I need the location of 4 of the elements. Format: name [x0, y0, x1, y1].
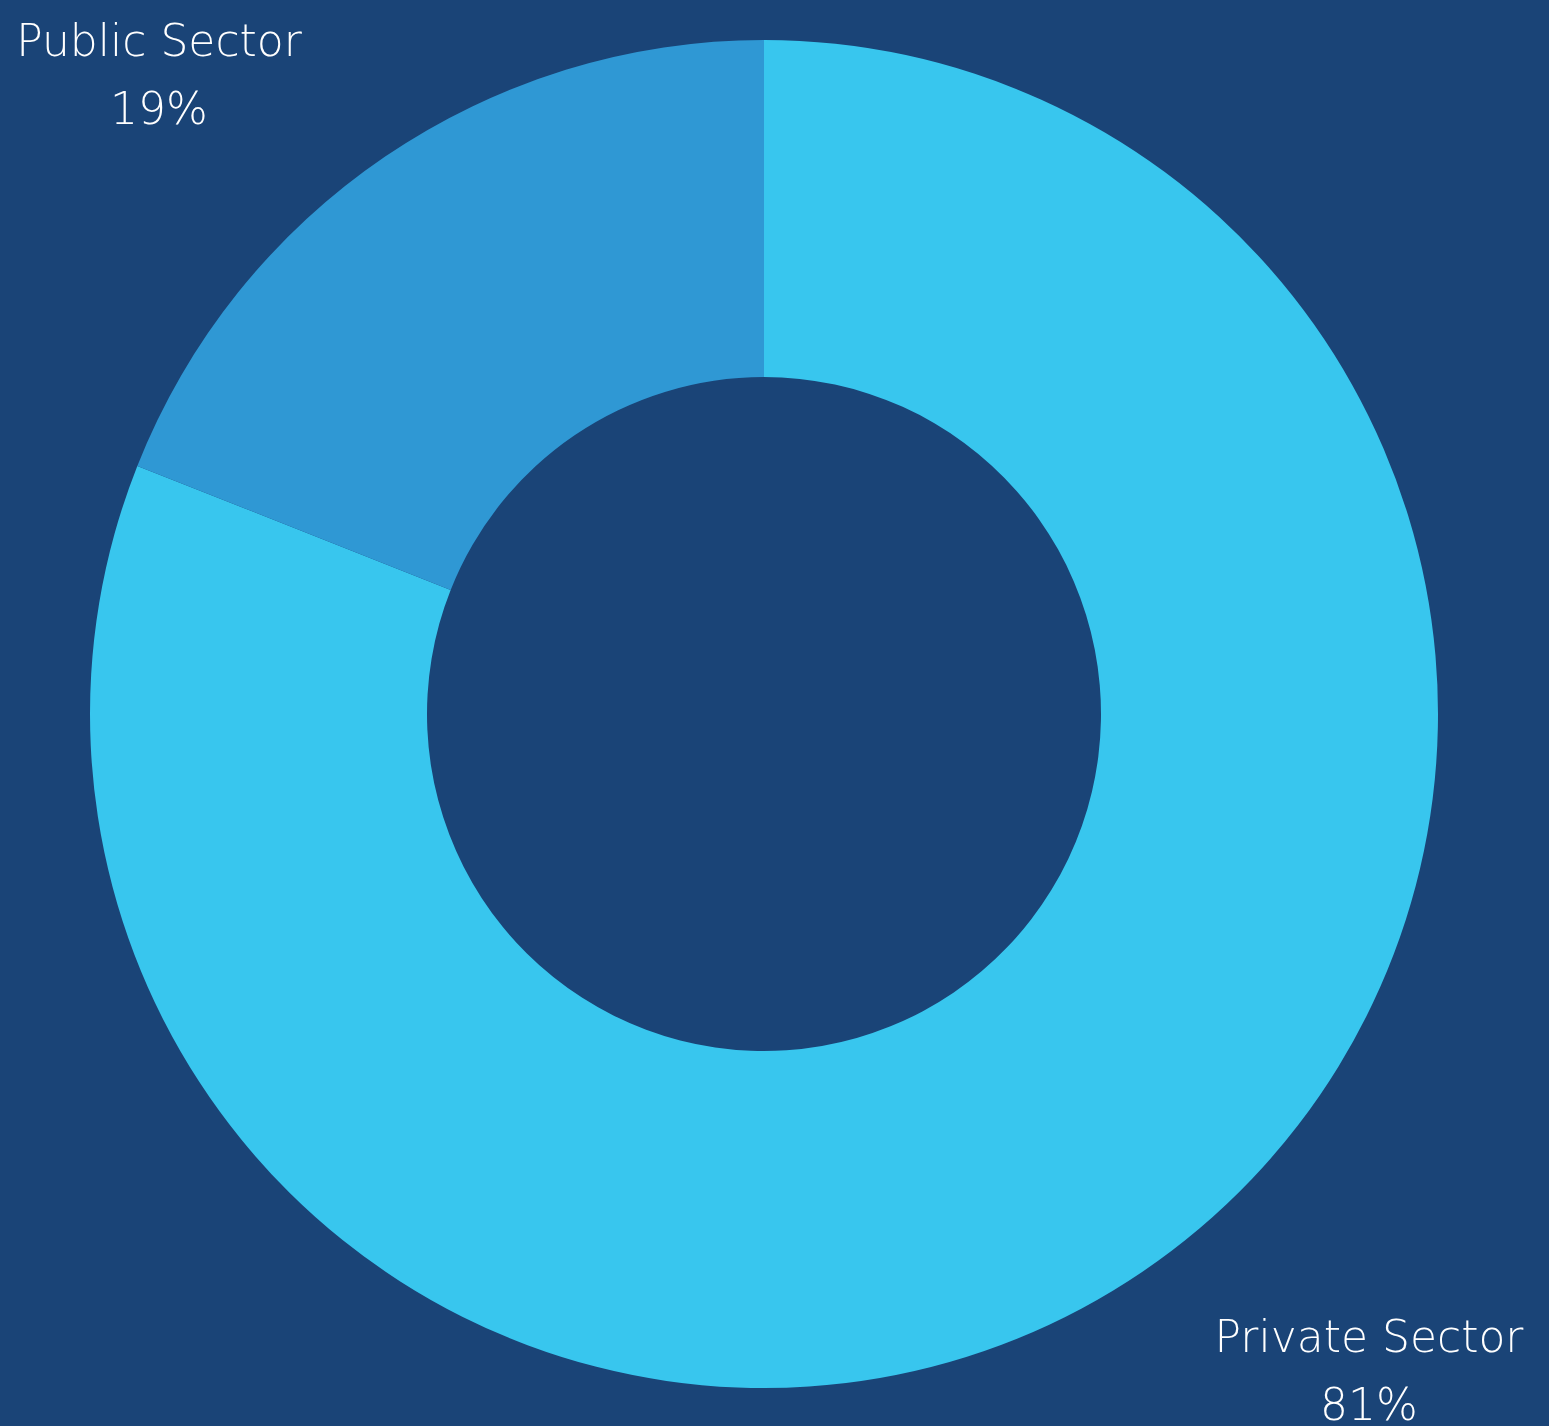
data-label: 81%	[1320, 1379, 1418, 1426]
slice-label: Public Sector	[16, 15, 303, 66]
slice-label: Private Sector	[1214, 1311, 1525, 1362]
data-label: 19%	[110, 83, 208, 134]
